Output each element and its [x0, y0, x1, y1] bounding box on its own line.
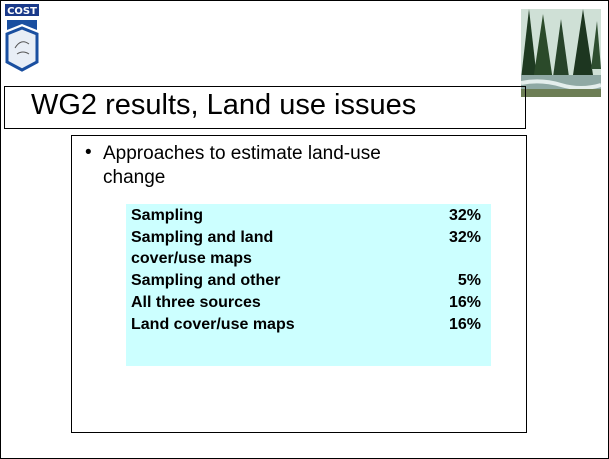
row-label: All three sources	[131, 294, 261, 311]
cost-logo: COST	[5, 4, 39, 72]
title-box	[4, 86, 526, 129]
row-value: 5%	[457, 272, 481, 289]
row-label: Sampling	[131, 207, 204, 224]
row-value: 32%	[448, 207, 481, 224]
table-row: Sampling 32%	[131, 205, 481, 226]
row-label: Sampling and other	[131, 272, 281, 289]
table-row: Sampling and land cover/use maps 32%	[131, 227, 481, 269]
row-label: Land cover/use maps	[131, 316, 295, 333]
table-row: All three sources 16%	[131, 292, 481, 313]
slide-title: WG2 results, Land use issues	[31, 89, 417, 121]
results-table: Sampling 32% Sampling and land cover/use m…	[126, 204, 491, 366]
forest-photo	[521, 9, 601, 97]
bullet-text: Approaches to estimate land-use change	[103, 143, 381, 188]
logo-text: COST	[7, 6, 37, 17]
row-label: Sampling and land cover/use maps	[131, 229, 274, 267]
bullet-dot: •	[85, 142, 92, 163]
table-row: Sampling and other 5%	[131, 270, 481, 291]
row-value: 16%	[448, 294, 481, 311]
content-box	[71, 135, 527, 433]
row-value: 32%	[448, 229, 481, 246]
table-row: Land cover/use maps 16%	[131, 314, 481, 335]
row-value: 16%	[448, 316, 481, 333]
